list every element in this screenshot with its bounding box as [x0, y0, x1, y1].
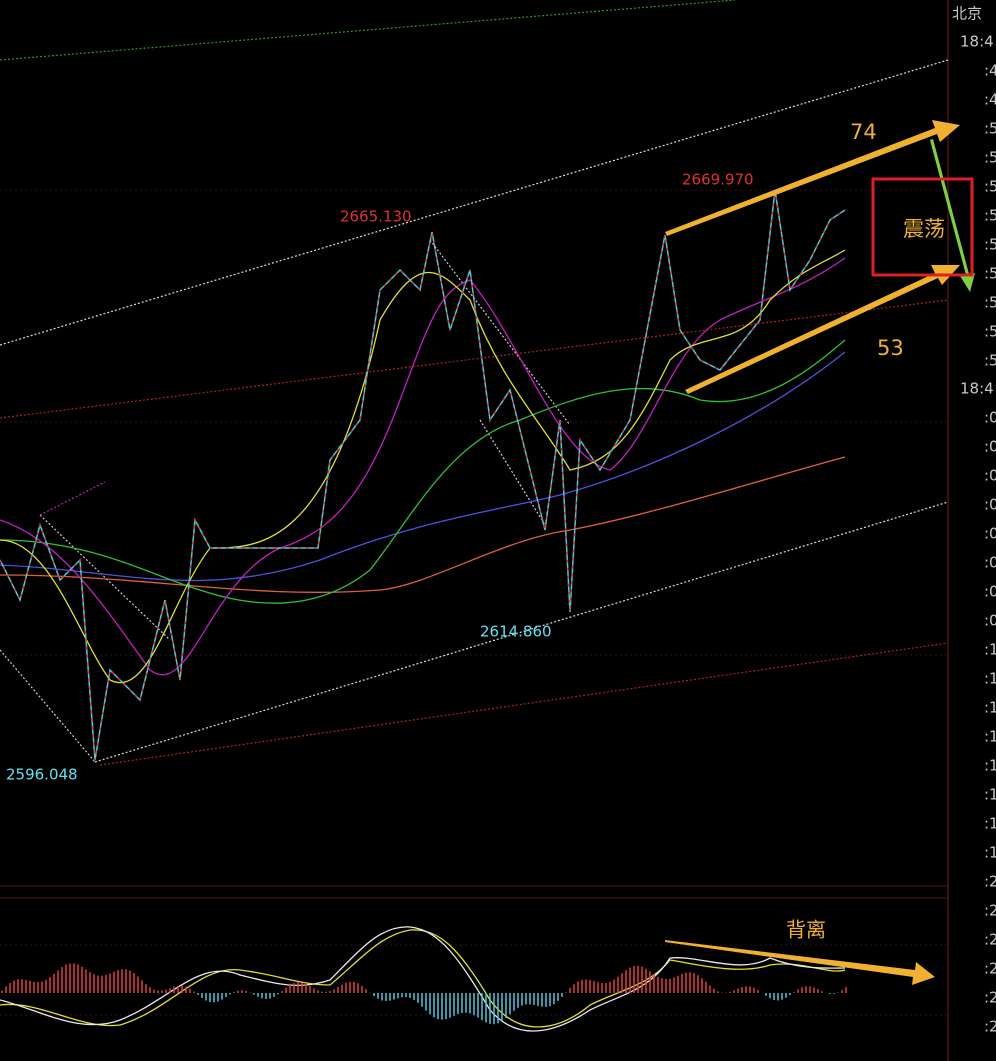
axis-mark: :5	[984, 120, 996, 138]
moving-averages	[0, 249, 846, 684]
axis-mark: :4	[984, 62, 996, 80]
axis-mark: :1	[984, 757, 996, 775]
axis-mark: :2	[984, 902, 996, 920]
time-axis: 18:4 :4 :4 :5 :5 :5 :5 :5 :5 :5 :5 :5 18:4 :0 :0 :0 :0 :0…	[960, 33, 996, 1036]
axis-mark: :2	[984, 873, 996, 891]
annotation: 背离	[786, 918, 826, 942]
axis-mark: :1	[984, 815, 996, 833]
price-label: 2596.048	[6, 766, 78, 784]
axis-mark: :0	[984, 525, 996, 543]
axis-mark: :0	[984, 496, 996, 514]
axis-mark: :2	[984, 1018, 996, 1036]
axis-mark: :5	[984, 207, 996, 225]
axis-hour: 18:4	[960, 33, 994, 51]
axis-mark: :5	[984, 352, 996, 370]
axis-mark: :1	[984, 728, 996, 746]
axis-mark: :5	[984, 178, 996, 196]
price-trace	[0, 189, 846, 761]
annotation: 震荡	[903, 217, 945, 241]
annotation: 74	[850, 120, 877, 144]
price-label: 2614.860	[480, 623, 552, 641]
axis-mark: :1	[984, 844, 996, 862]
axis-header: 北京	[952, 5, 982, 23]
axis-mark: :0	[984, 583, 996, 601]
axis-hour: 18:4	[960, 380, 994, 398]
axis-mark: :0	[984, 467, 996, 485]
axis-mark: :5	[984, 149, 996, 167]
grid	[0, 189, 948, 1016]
axis-mark: :5	[984, 294, 996, 312]
axis-mark: :2	[984, 931, 996, 949]
axis-mark: :0	[984, 612, 996, 630]
axis-mark: :5	[984, 323, 996, 341]
axis-mark: :1	[984, 670, 996, 688]
axis-mark: :1	[984, 641, 996, 659]
axis-mark: :4	[984, 91, 996, 109]
axis-mark: :0	[984, 438, 996, 456]
axis-mark: :1	[984, 699, 996, 717]
axis-mark: :1	[984, 786, 996, 804]
macd-histogram	[1, 963, 847, 1025]
channel-lines	[0, 0, 949, 766]
macd-lines	[0, 926, 846, 1032]
annotation: 53	[877, 336, 904, 360]
price-label: 2665.130	[340, 208, 412, 226]
axis-mark: :2	[984, 989, 996, 1007]
axis-mark: :0	[984, 409, 996, 427]
axis-mark: :5	[984, 265, 996, 283]
price-label: 2669.970	[682, 171, 754, 189]
axis-mark: :5	[984, 236, 996, 254]
annotation-arrows	[665, 120, 975, 985]
axis-mark: :2	[984, 960, 996, 978]
axis-mark: :0	[984, 554, 996, 572]
